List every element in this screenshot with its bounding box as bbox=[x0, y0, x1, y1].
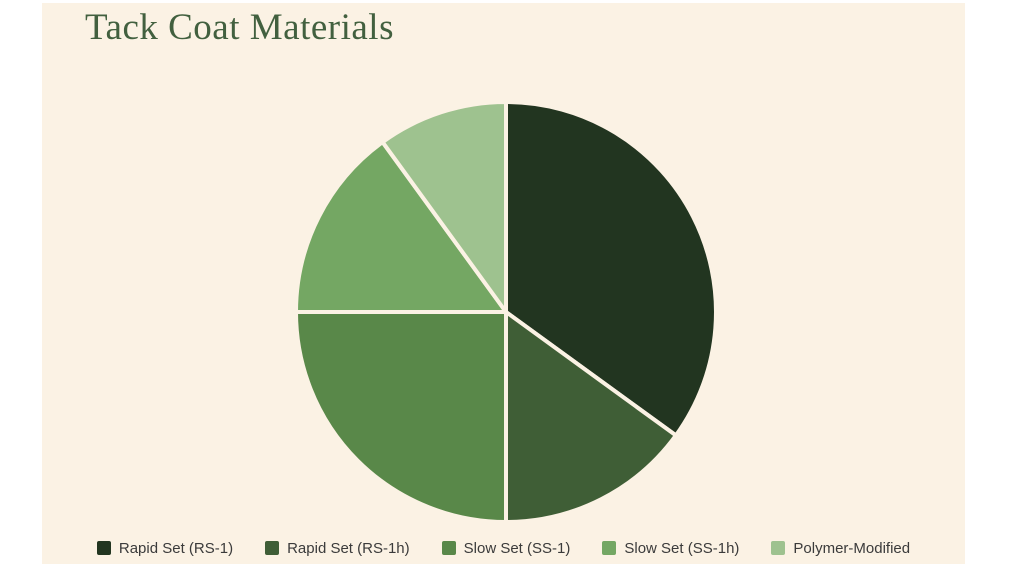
pie-slice-4[interactable] bbox=[294, 140, 508, 314]
legend-label-4: Slow Set (SS-1h) bbox=[624, 539, 740, 557]
legend-label-3: Slow Set (SS-1) bbox=[463, 539, 571, 557]
legend-swatch-5 bbox=[771, 541, 786, 555]
pie-slice-1[interactable] bbox=[504, 100, 718, 438]
legend-label-1: Rapid Set (RS-1) bbox=[118, 539, 234, 557]
chart-canvas: Tack Coat Materials Rapid Set (RS-1) Rapi… bbox=[42, 3, 965, 564]
pie-chart-area bbox=[286, 92, 726, 532]
legend-label-5: Polymer-Modified bbox=[793, 539, 911, 557]
legend-item-3[interactable]: Slow Set (SS-1) bbox=[441, 539, 571, 557]
legend-label-2: Rapid Set (RS-1h) bbox=[287, 539, 410, 557]
legend-item-2[interactable]: Rapid Set (RS-1h) bbox=[265, 541, 410, 556]
legend-swatch-4 bbox=[602, 541, 617, 555]
pie-chart bbox=[294, 100, 718, 524]
legend-item-1[interactable]: Rapid Set (RS-1) bbox=[96, 539, 234, 557]
legend-item-5[interactable]: Polymer-Modified bbox=[771, 541, 910, 556]
legend-swatch-1 bbox=[96, 541, 111, 555]
legend-swatch-2 bbox=[265, 541, 280, 555]
pie-slice-3[interactable] bbox=[294, 310, 508, 524]
pie-slice-5[interactable] bbox=[380, 100, 508, 314]
legend-swatch-3 bbox=[441, 541, 456, 555]
legend: Rapid Set (RS-1) Rapid Set (RS-1h) Slow Se… bbox=[42, 536, 965, 560]
chart-title: Tack Coat Materials bbox=[85, 7, 394, 48]
pie-slice-2[interactable] bbox=[504, 310, 678, 524]
legend-item-4[interactable]: Slow Set (SS-1h) bbox=[602, 541, 739, 556]
